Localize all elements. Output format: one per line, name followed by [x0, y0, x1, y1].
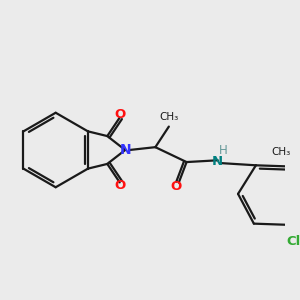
- Text: CH₃: CH₃: [160, 112, 179, 122]
- Text: Cl: Cl: [287, 235, 300, 248]
- Text: O: O: [115, 179, 126, 192]
- Text: H: H: [219, 144, 227, 157]
- Text: N: N: [119, 143, 131, 157]
- Text: O: O: [170, 180, 182, 193]
- Text: CH₃: CH₃: [272, 147, 291, 157]
- Text: O: O: [115, 108, 126, 121]
- Text: N: N: [212, 155, 224, 168]
